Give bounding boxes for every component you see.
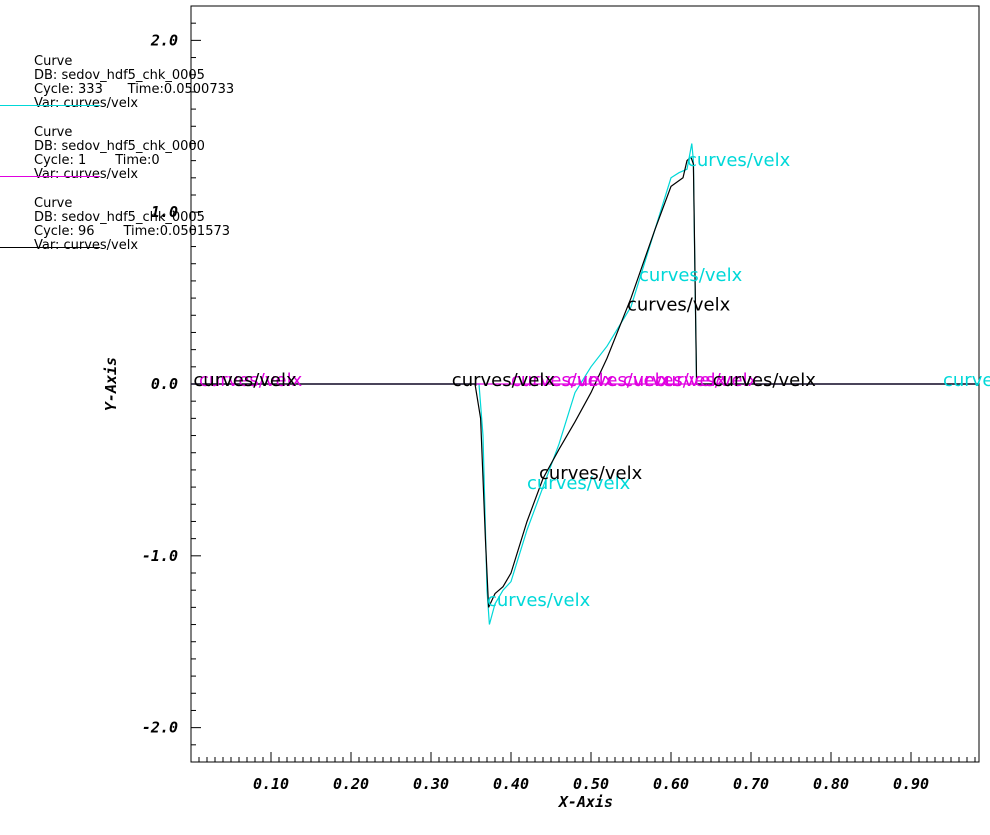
curve-label: curves/velx <box>639 265 743 286</box>
y-tick-label: 0.0 <box>151 375 178 393</box>
legend-swatch <box>0 105 100 106</box>
x-tick-label: 0.40 <box>493 775 529 793</box>
curve-label: curves/velx <box>943 370 990 391</box>
curve-label: curves/velx <box>193 370 297 391</box>
x-tick-label: 0.60 <box>653 775 689 793</box>
x-tick-label: 0.80 <box>813 775 849 793</box>
legend-text: DB: sedov_hdf5_chk_0000 <box>34 139 205 154</box>
x-tick-label: 0.50 <box>573 775 609 793</box>
series-line-1 <box>191 143 979 625</box>
legend-text: Cycle: 96 Time:0.0501573 <box>34 224 231 239</box>
x-tick-label: 0.10 <box>253 775 289 793</box>
curve-label: curves/velx <box>452 370 556 391</box>
curve-label: curves/velx <box>199 370 303 391</box>
curve-label: curves/velx <box>627 294 731 315</box>
curve-label: curves/velx <box>527 473 631 494</box>
x-tick-label: 0.30 <box>413 775 449 793</box>
legend-text: Curve <box>34 54 73 69</box>
x-tick-label: 0.20 <box>333 775 369 793</box>
legend-text: DB: sedov_hdf5_chk_0005 <box>34 68 205 83</box>
x-axis-title: X-Axis <box>557 793 613 811</box>
curves <box>191 143 979 625</box>
legend-entry: Curve DB: sedov_hdf5_chk_0005 Cycle: 333 T… <box>0 55 250 115</box>
legend-text: DB: sedov_hdf5_chk_0005 <box>34 210 205 225</box>
legend-text: Var: curves/velx <box>34 167 139 182</box>
curve-label: curves/velx <box>487 590 591 611</box>
y-tick-label: 2.0 <box>150 31 178 49</box>
y-tick-label: -1.0 <box>142 547 178 565</box>
legend-swatch <box>0 176 100 177</box>
curve-label: curves/velx <box>655 370 759 391</box>
y-tick-label: -2.0 <box>142 719 178 737</box>
legend-swatch <box>0 247 100 248</box>
legend-text: Curve <box>34 196 73 211</box>
x-tick-label: 0.70 <box>733 775 769 793</box>
y-tick-label: 1.0 <box>151 203 178 221</box>
legend-entry: Curve DB: sedov_hdf5_chk_0000 Cycle: 1 Tim… <box>0 126 250 186</box>
legend-text: Cycle: 333 Time:0.0500733 <box>34 82 235 97</box>
curve-label: curves/velx <box>623 370 727 391</box>
axis-ticks: 0.10 0.20 0.30 0.40 0.50 0.60 0.70 0.80 0.90 2.0 1… <box>142 5 976 793</box>
curve-labels: curves/velxcurves/velxcurves/velxcurves/… <box>193 150 990 611</box>
series-line-3 <box>191 156 979 608</box>
curve-label: curves/velx <box>713 370 817 391</box>
y-axis-title: Y-Axis <box>102 357 120 411</box>
curve-label: curves/velx <box>687 150 791 171</box>
curve-label: curves/velx <box>539 463 643 484</box>
legend-text: Var: curves/velx <box>34 96 139 111</box>
x-tick-label: 0.90 <box>893 775 929 793</box>
curve-label: curves/velx <box>567 370 671 391</box>
legend-text: Var: curves/velx <box>34 238 139 253</box>
legend-text: Cycle: 1 Time:0 <box>34 153 160 168</box>
legend: Curve DB: sedov_hdf5_chk_0005 Cycle: 333 T… <box>0 0 260 260</box>
legend-entry: Curve DB: sedov_hdf5_chk_0005 Cycle: 96 Ti… <box>0 197 250 257</box>
legend-text: Curve <box>34 125 73 140</box>
curve-label: curves/velx <box>511 370 615 391</box>
